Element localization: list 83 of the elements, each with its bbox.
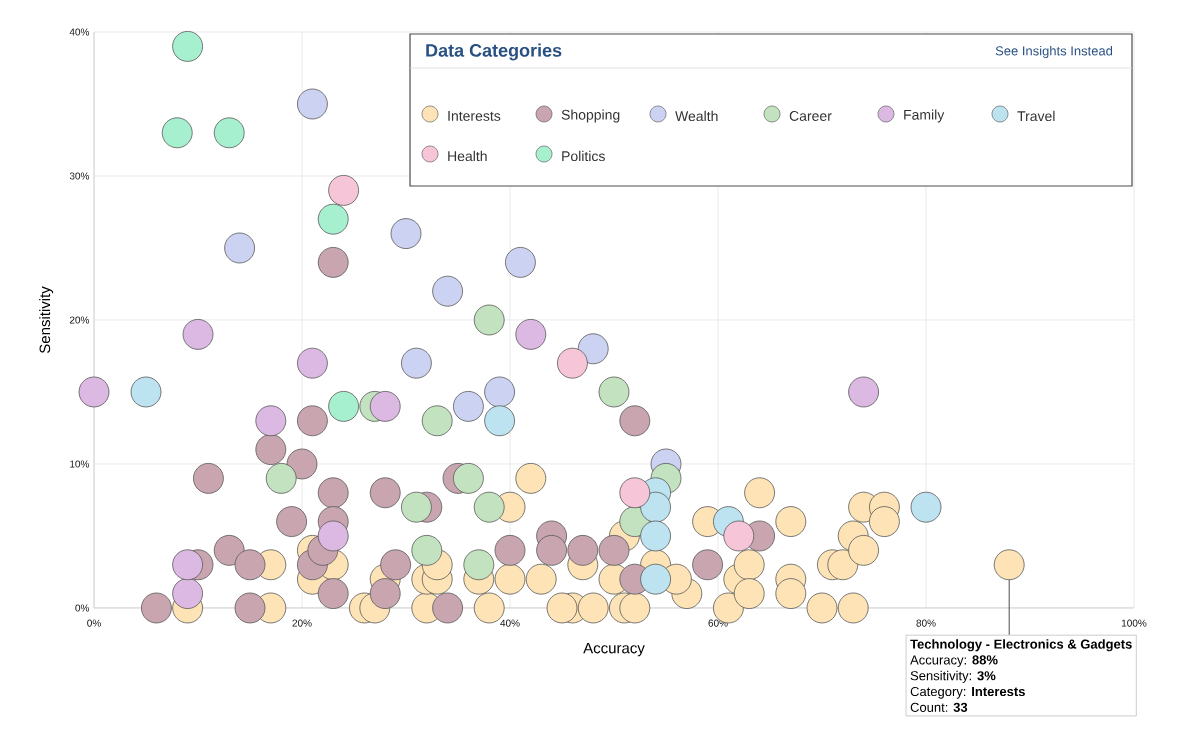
point (619, 592, 651, 624)
point (317, 477, 349, 509)
point (993, 549, 1025, 581)
point (297, 405, 328, 437)
point (432, 275, 464, 307)
point (775, 506, 807, 537)
point (619, 477, 651, 509)
point (432, 592, 464, 624)
point (411, 534, 443, 566)
point (234, 592, 266, 624)
point (213, 534, 245, 566)
point (536, 534, 567, 566)
point (775, 578, 807, 609)
point (161, 117, 193, 149)
point (473, 491, 505, 523)
point (297, 88, 328, 120)
point (577, 592, 609, 624)
point (453, 390, 484, 422)
point (380, 549, 412, 581)
point (130, 376, 162, 408)
point (463, 549, 495, 581)
point (744, 477, 775, 509)
point (473, 304, 505, 336)
point (401, 491, 432, 523)
point (453, 462, 484, 494)
point (733, 578, 765, 609)
point (234, 549, 266, 581)
point (640, 491, 671, 523)
point (577, 333, 609, 365)
point (317, 578, 349, 609)
point (286, 448, 318, 480)
point (806, 592, 838, 624)
point (78, 376, 110, 408)
point (723, 520, 755, 552)
point (869, 506, 900, 537)
point (369, 578, 401, 609)
point (557, 347, 588, 379)
point (317, 203, 349, 235)
point (213, 117, 245, 149)
point (619, 405, 651, 437)
point (505, 246, 536, 278)
point (494, 563, 526, 595)
point (390, 218, 422, 249)
point (484, 376, 515, 408)
legend-title: Data Categories (426, 43, 562, 61)
point (328, 390, 360, 422)
point (421, 405, 453, 437)
point (317, 520, 349, 552)
point (525, 563, 557, 595)
point (640, 520, 671, 552)
point (224, 232, 256, 264)
point (598, 534, 630, 566)
point (401, 347, 432, 379)
point (848, 534, 879, 566)
point (182, 318, 214, 350)
point (494, 534, 526, 566)
point (910, 491, 942, 523)
point (692, 549, 723, 581)
point (733, 549, 765, 581)
point (172, 549, 204, 581)
point (193, 462, 224, 494)
point (255, 405, 287, 437)
point (141, 592, 172, 624)
point (640, 563, 671, 595)
point (598, 376, 630, 408)
point (317, 246, 349, 278)
point (369, 477, 401, 509)
point (837, 592, 869, 624)
point (484, 405, 515, 437)
point (848, 376, 879, 408)
point (546, 592, 578, 624)
point (515, 462, 547, 494)
point (172, 578, 204, 609)
point (567, 534, 599, 566)
point (515, 318, 547, 350)
point (328, 174, 360, 206)
point (276, 506, 308, 537)
point (265, 462, 297, 494)
point (297, 347, 328, 379)
point (369, 390, 401, 422)
point (255, 434, 287, 465)
point (172, 31, 204, 62)
point (827, 549, 859, 581)
